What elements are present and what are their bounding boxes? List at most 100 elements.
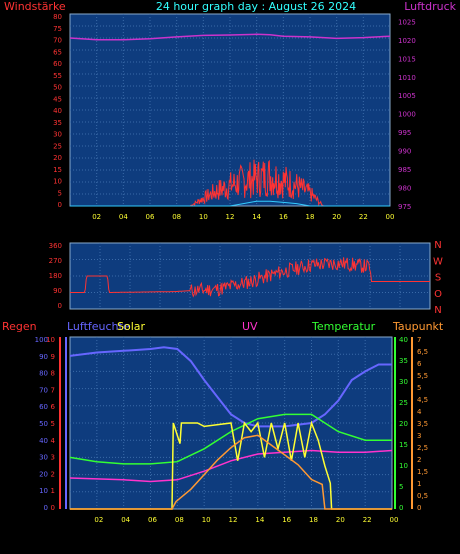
panel1-ytick: 45	[53, 95, 62, 103]
panel2-compass-tick: N	[434, 305, 441, 316]
panel3-dew-tick: 5,5	[417, 372, 428, 380]
panel3-xtick: 06	[148, 516, 157, 524]
panel1-ytick: 30	[53, 131, 62, 139]
legend-luftfeuchte: Luftfeuchte	[67, 320, 130, 333]
panel3-dew-tick: 1	[417, 480, 421, 488]
panel3-humidity-tick: 10	[39, 487, 48, 495]
panel1-y2tick: 1010	[398, 74, 416, 82]
panel3-dew-tick: 3	[417, 432, 421, 440]
panel1-ytick: 40	[53, 107, 62, 115]
panel3-series-uv	[69, 449, 393, 483]
panel2-winddir-line	[70, 257, 430, 298]
panel1-ytick: 0	[58, 201, 62, 209]
panel3-temp-tick: 20	[399, 420, 408, 428]
panel1-xtick: 12	[226, 213, 235, 221]
panel3-regen-tick: 4	[51, 437, 56, 445]
panel2-ytick: 180	[49, 272, 62, 280]
panel1-title: 24 hour graph day : August 26 2024	[156, 0, 356, 13]
panel3-regen-tick: 3	[51, 454, 55, 462]
panel3-xtick: 00	[390, 516, 399, 524]
panel3-temp-tick: 40	[399, 336, 408, 344]
panel3-regen-tick: 7	[51, 386, 55, 394]
panel3-regen-tick: 8	[51, 370, 55, 378]
panel3-humidity-tick: 20	[39, 470, 48, 478]
panel3-temp-tick: 10	[399, 462, 408, 470]
panel3-dew-tick: 0,5	[417, 492, 428, 500]
panel3-xtick: 20	[336, 516, 345, 524]
panel3-xtick: 10	[202, 516, 211, 524]
panel3-xtick: 04	[121, 516, 130, 524]
panel2-ytick: 360	[49, 242, 62, 250]
panel1-ytick: 60	[53, 60, 62, 68]
panel3-humidity-tick: 50	[39, 420, 48, 428]
panel3-temp-tick: 25	[399, 399, 408, 407]
panel3-regen-tick: 6	[51, 403, 56, 411]
panel3-dew-tick: 7	[417, 336, 421, 344]
panel3-xtick: 18	[309, 516, 318, 524]
panel1-xtick: 04	[119, 213, 128, 221]
panel3-regen-tick: 2	[51, 470, 55, 478]
panel1-ytick: 20	[53, 154, 62, 162]
panel1-xtick: 14	[252, 213, 261, 221]
panel3-dew-tick: 3,5	[417, 420, 428, 428]
panel1-y2tick: 1025	[398, 18, 416, 26]
panel1-ytick: 50	[53, 84, 62, 92]
panel3-dew-tick: 4,5	[417, 396, 428, 404]
panel3-dew-tick: 5	[417, 384, 421, 392]
panel3-humidity-tick: 40	[39, 437, 48, 445]
panel1-ytick: 5	[58, 189, 62, 197]
panel1-ytick: 75	[53, 25, 62, 33]
panel3-humidity-tick: 100	[35, 336, 48, 344]
panel1-y2tick: 1015	[398, 55, 416, 63]
panel3-temp-tick: 35	[399, 357, 408, 365]
panel2-ytick: 0	[58, 302, 62, 310]
panel3-temp-tick: 30	[399, 378, 408, 386]
panel3-humidity-tick: 90	[39, 353, 48, 361]
panel1-y2tick: 1005	[398, 92, 416, 100]
panel2-compass-tick: S	[435, 273, 441, 284]
panel3-dew-tick: 6	[417, 360, 422, 368]
panel1-y2tick: 1020	[398, 37, 416, 45]
panel3-humidity-tick: 70	[39, 386, 48, 394]
panel3-xtick: 22	[363, 516, 372, 524]
panel3-dew-tick: 2	[417, 456, 421, 464]
panel3-dew-tick: 2,5	[417, 444, 428, 452]
panel1-series-line	[70, 200, 390, 207]
panel1-y2tick: 990	[398, 148, 411, 156]
panel1-ytick: 35	[53, 119, 62, 127]
panel3-series-solar	[70, 420, 392, 510]
panel2-compass-tick: N	[434, 240, 441, 251]
panel1-series-line	[69, 33, 391, 41]
panel1-xtick: 20	[332, 213, 341, 221]
panel1-ytick: 65	[53, 48, 62, 56]
panel3-regen-tick: 0	[51, 504, 55, 512]
panel1-y2label: Luftdruck	[404, 0, 456, 13]
panel1-xtick: 18	[306, 213, 315, 221]
panel2-ytick: 270	[49, 257, 62, 265]
panel3-series-luftfeuchte	[69, 346, 392, 428]
panel3-regen-tick: 9	[51, 353, 55, 361]
panel1-y2tick: 995	[398, 129, 411, 137]
legend-uv: UV	[242, 320, 258, 333]
panel2-compass-tick: W	[433, 256, 443, 267]
panel3-xtick: 12	[229, 516, 238, 524]
panel1-ytick: 70	[53, 37, 62, 45]
panel3-humidity-tick: 60	[39, 403, 48, 411]
panel3-dew-tick: 0	[417, 504, 421, 512]
panel1-xtick: 22	[359, 213, 368, 221]
panel2-compass-tick: O	[434, 289, 442, 300]
panel3-xtick: 16	[282, 516, 291, 524]
panel3-regen-tick: 1	[51, 487, 55, 495]
panel3-dew-tick: 1,5	[417, 468, 428, 476]
legend-regen: Regen	[2, 320, 37, 333]
panel1-y2tick: 980	[398, 185, 411, 193]
panel1-xtick: 02	[92, 213, 101, 221]
panel3-xtick: 14	[255, 516, 264, 524]
panel3-dew-tick: 6,5	[417, 348, 428, 356]
panel1-xtick: 00	[386, 213, 395, 221]
panel3-temp-tick: 15	[399, 441, 408, 449]
panel1-ytick: 15	[53, 166, 62, 174]
panel3-regen-tick: 5	[51, 420, 55, 428]
panel1-ytick: 25	[53, 142, 62, 150]
